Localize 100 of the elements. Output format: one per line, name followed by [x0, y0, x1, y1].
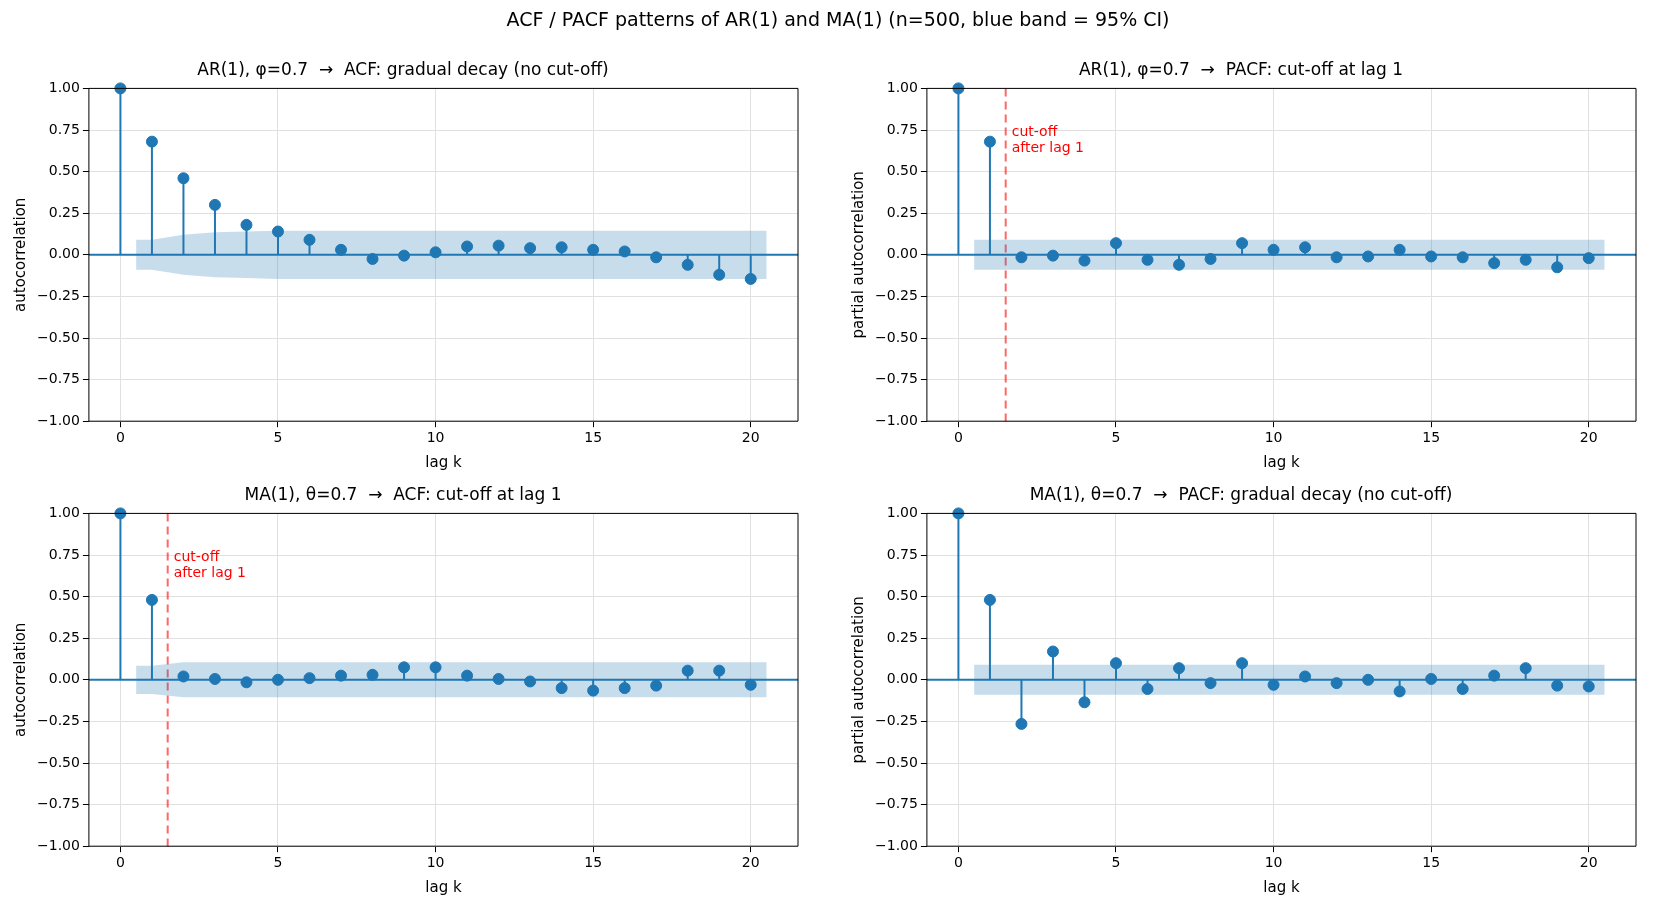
y-tick-label: 1.00	[48, 504, 80, 521]
point	[145, 135, 158, 148]
point	[1488, 257, 1501, 270]
y-axis-title: autocorrelation	[10, 622, 29, 737]
x-tick-label: 15	[1422, 429, 1441, 446]
y-tick-label: 1.00	[48, 79, 80, 96]
y-axis-title: partial autocorrelation	[848, 596, 867, 764]
point	[1551, 261, 1564, 274]
y-tick-label: −1.00	[875, 836, 918, 853]
point	[1046, 645, 1059, 658]
point	[1141, 682, 1154, 695]
x-axis-title: lag k	[1263, 452, 1300, 471]
point	[335, 243, 348, 256]
chart-title: AR(1), φ=0.7 → ACF: gradual decay (no cut-off)	[197, 58, 609, 79]
point	[1299, 670, 1312, 683]
point	[1299, 241, 1312, 254]
x-axis-title: lag k	[425, 452, 462, 471]
y-axis-title: autocorrelation	[10, 197, 29, 312]
point	[618, 682, 631, 695]
point	[713, 664, 726, 677]
chart-title: AR(1), φ=0.7 → PACF: cut-off at lag 1	[1078, 58, 1404, 79]
point	[681, 258, 694, 271]
y-tick-label: −0.50	[37, 328, 80, 345]
point	[1267, 678, 1280, 691]
point	[208, 672, 221, 685]
y-tick-label: 0.75	[886, 120, 918, 137]
point	[681, 664, 694, 677]
x-tick-label: 15	[584, 854, 603, 871]
chart-title: MA(1), θ=0.7 → ACF: cut-off at lag 1	[244, 483, 562, 504]
point	[524, 242, 537, 255]
point	[398, 661, 411, 674]
point	[240, 218, 253, 231]
point	[1109, 237, 1122, 250]
x-tick-label: 0	[115, 429, 125, 446]
x-tick-label: 10	[1264, 429, 1283, 446]
point	[1456, 251, 1469, 264]
y-tick-label: 0.25	[48, 203, 80, 220]
point	[145, 593, 158, 606]
x-tick-label: 0	[115, 854, 125, 871]
point	[555, 682, 568, 695]
x-tick-label: 20	[741, 854, 760, 871]
y-tick-label: −0.50	[875, 328, 918, 345]
y-tick-label: 0.50	[886, 162, 918, 179]
y-tick-label: 0.25	[886, 628, 918, 645]
x-tick-label: 15	[584, 429, 603, 446]
y-tick-label: −0.75	[875, 795, 918, 812]
ref-line-label: cut-off after lag 1	[173, 547, 246, 580]
y-tick-label: −0.25	[37, 287, 80, 304]
chart-title: MA(1), θ=0.7 → PACF: gradual decay (no cut-off)	[1029, 483, 1453, 504]
y-tick-label: 1.00	[886, 504, 918, 521]
point	[1425, 250, 1438, 263]
point	[366, 668, 379, 681]
point	[1330, 677, 1343, 690]
x-tick-label: 5	[1111, 429, 1121, 446]
point	[1267, 243, 1280, 256]
point	[1173, 258, 1186, 271]
point	[1582, 252, 1595, 265]
point	[208, 198, 221, 211]
y-tick-label: 1.00	[886, 79, 918, 96]
point	[1582, 680, 1595, 693]
point	[240, 676, 253, 689]
y-tick-label: 0.50	[48, 162, 80, 179]
y-tick-label: −0.50	[875, 753, 918, 770]
point	[744, 272, 757, 285]
y-tick-label: 0.00	[48, 670, 80, 687]
point	[272, 673, 284, 686]
point	[1519, 662, 1532, 675]
x-axis-title: lag k	[425, 877, 462, 896]
point	[177, 670, 190, 683]
point	[303, 672, 316, 685]
point	[1456, 682, 1469, 695]
point	[461, 240, 474, 253]
point	[555, 241, 568, 254]
point	[650, 679, 663, 692]
point	[429, 246, 442, 259]
point	[492, 672, 505, 685]
point	[983, 593, 996, 606]
point	[461, 669, 474, 682]
y-tick-label: −1.00	[37, 836, 80, 853]
point	[398, 249, 411, 262]
point	[1078, 254, 1091, 267]
point	[1488, 669, 1501, 682]
y-axis-title: partial autocorrelation	[848, 171, 867, 339]
point	[1362, 250, 1375, 263]
point	[1173, 662, 1186, 675]
text: ACF / PACF patterns of AR(1) and MA(1) (n=500, blue band = 95% CI)	[505, 8, 1171, 30]
y-tick-label: −0.75	[875, 370, 918, 387]
y-tick-label: 0.25	[886, 203, 918, 220]
x-tick-label: 5	[1111, 854, 1121, 871]
y-tick-label: −0.25	[37, 712, 80, 729]
point	[713, 268, 726, 281]
point	[429, 661, 442, 674]
point	[744, 678, 757, 691]
point	[272, 225, 284, 238]
x-tick-label: 5	[273, 854, 283, 871]
point	[1109, 657, 1122, 670]
y-tick-label: −0.50	[37, 753, 80, 770]
y-tick-label: 0.50	[48, 587, 80, 604]
point	[618, 245, 631, 258]
point	[1204, 252, 1217, 265]
